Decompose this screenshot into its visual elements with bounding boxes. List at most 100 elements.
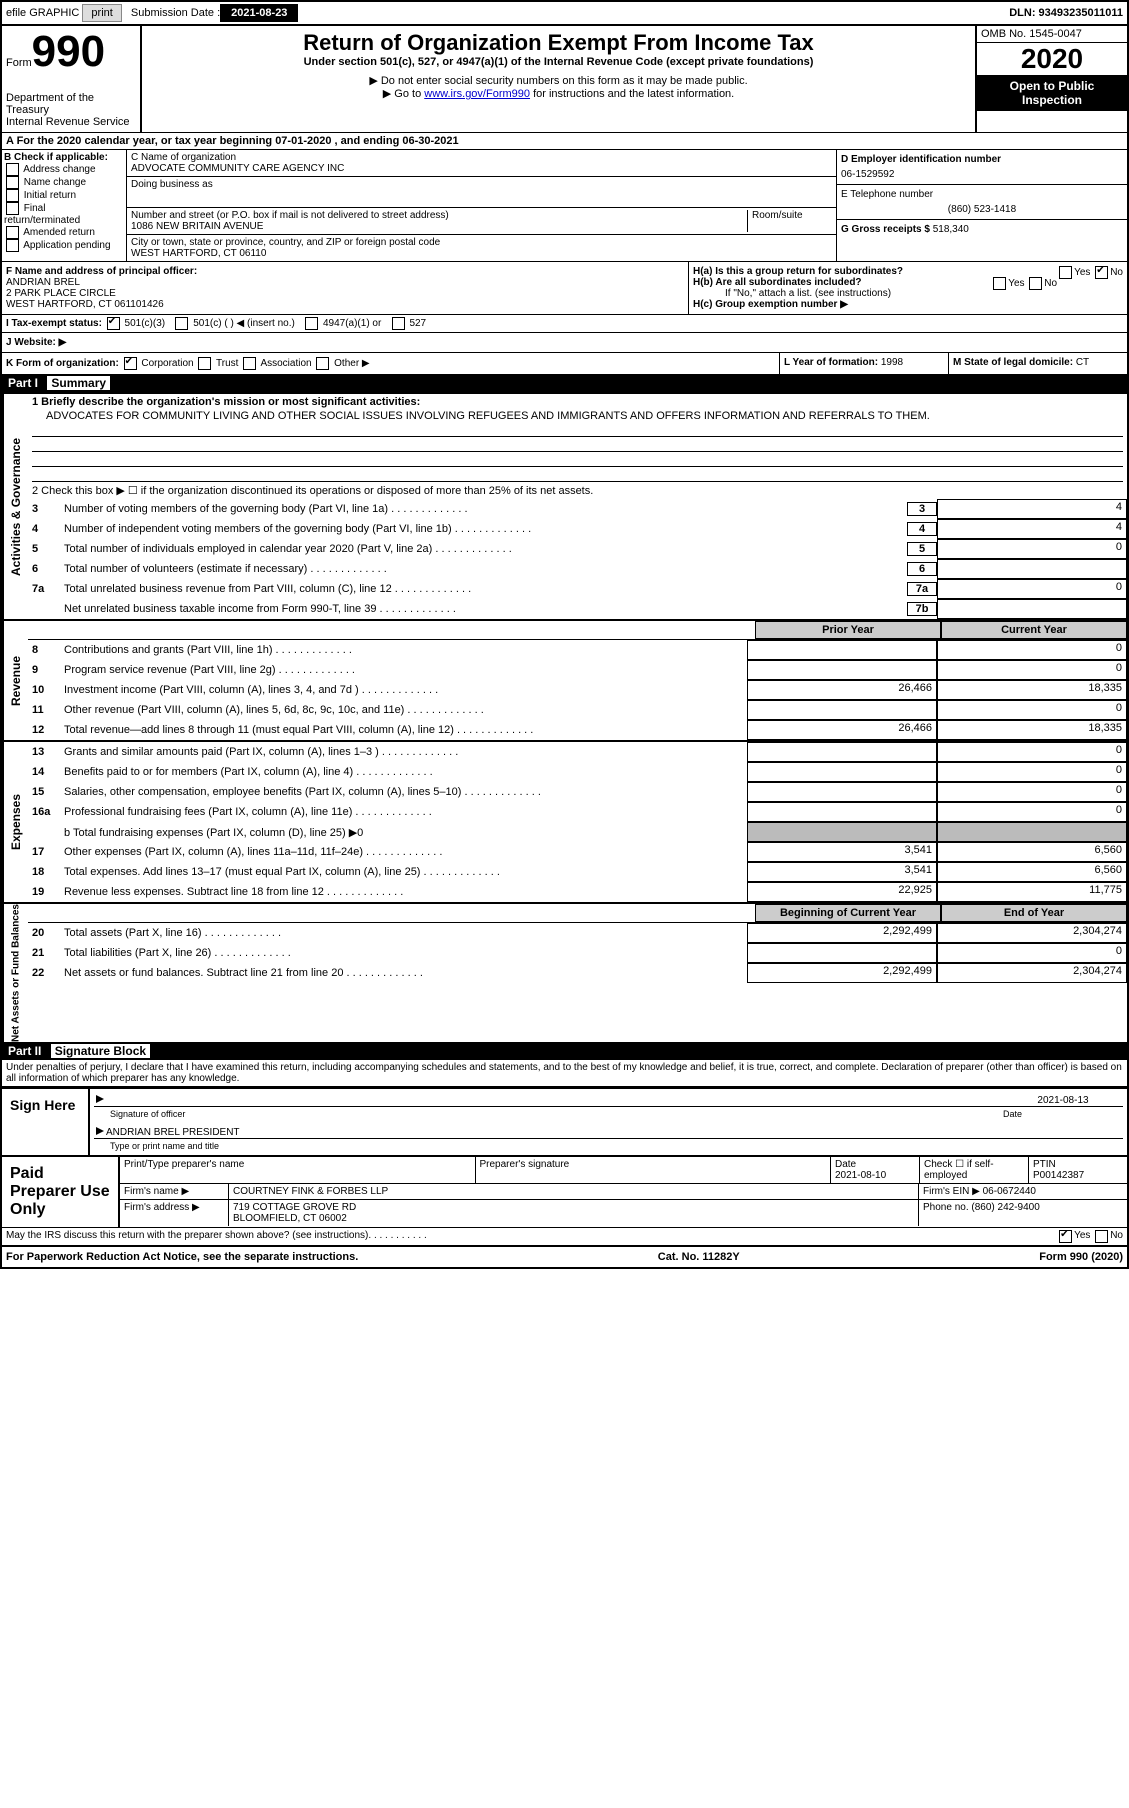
submission-label: Submission Date : (131, 7, 220, 19)
part1-header: Part I Summary (2, 374, 1127, 392)
table-row: 21Total liabilities (Part X, line 26) . … (28, 943, 1127, 963)
address: 1086 NEW BRITAIN AVENUE (131, 221, 263, 232)
firm-addr1: 719 COTTAGE GROVE RD (233, 1202, 356, 1213)
footer-center: Cat. No. 11282Y (658, 1251, 740, 1263)
irs-link[interactable]: www.irs.gov/Form990 (424, 88, 530, 100)
paid-h4: Check ☐ if self-employed (920, 1157, 1029, 1183)
dba-label: Doing business as (131, 179, 213, 190)
discuss-yes-chk[interactable] (1059, 1230, 1072, 1243)
section-b-through-g: B Check if applicable: Address change Na… (2, 149, 1127, 261)
hb-yes[interactable] (993, 277, 1006, 290)
submission-date[interactable]: 2021-08-23 (220, 4, 298, 22)
city-label: City or town, state or province, country… (131, 237, 440, 248)
hb-label: H(b) Are all subordinates included? (693, 277, 862, 288)
firm-addr-label: Firm's address ▶ (120, 1200, 229, 1226)
firm-name: COURTNEY FINK & FORBES LLP (229, 1184, 919, 1199)
k-trust[interactable] (198, 357, 211, 370)
i-label: I Tax-exempt status: (6, 318, 102, 329)
q1: 1 Briefly describe the organization's mi… (32, 396, 420, 408)
sign-here-label: Sign Here (2, 1089, 90, 1155)
side-net: Net Assets or Fund Balances (2, 904, 28, 1042)
goto-post: for instructions and the latest informat… (530, 88, 734, 100)
officer-name: ANDRIAN BREL (6, 277, 684, 288)
table-row: 9Program service revenue (Part VIII, lin… (28, 660, 1127, 680)
ha-yes[interactable] (1059, 266, 1072, 279)
top-bar: efile GRAPHIC print Submission Date : 20… (0, 0, 1129, 26)
org-name: ADVOCATE COMMUNITY CARE AGENCY INC (131, 163, 344, 174)
paid-h1: Print/Type preparer's name (120, 1157, 476, 1183)
efile-label: efile GRAPHIC (6, 7, 79, 19)
table-row: 8Contributions and grants (Part VIII, li… (28, 640, 1127, 660)
f-label: F Name and address of principal officer: (6, 266, 684, 277)
side-expenses: Expenses (2, 742, 28, 902)
hb-no[interactable] (1029, 277, 1042, 290)
chk-initial[interactable] (6, 189, 19, 202)
k-corp[interactable] (124, 357, 137, 370)
officer-addr2: WEST HARTFORD, CT 061101426 (6, 299, 684, 310)
paid-label: Paid Preparer Use Only (2, 1157, 120, 1227)
form-title: Return of Organization Exempt From Incom… (146, 30, 971, 56)
line-16b: b Total fundraising expenses (Part IX, c… (60, 825, 747, 840)
sig-name-label: Type or print name and title (94, 1141, 1123, 1151)
discuss-q: May the IRS discuss this return with the… (6, 1230, 368, 1243)
subtitle-1: Under section 501(c), 527, or 4947(a)(1)… (146, 56, 971, 68)
row-a: A For the 2020 calendar year, or tax yea… (2, 132, 1127, 149)
table-row: 15Salaries, other compensation, employee… (28, 782, 1127, 802)
sig-date: 2021-08-13 (1003, 1095, 1123, 1106)
b-label: B Check if applicable: (4, 152, 124, 163)
paid-date: 2021-08-10 (835, 1170, 886, 1181)
gross: 518,340 (933, 224, 969, 235)
firm-phone-label: Phone no. (923, 1202, 969, 1213)
chk-address[interactable] (6, 163, 19, 176)
chk-pending[interactable] (6, 239, 19, 252)
firm-label: Firm's name ▶ (120, 1184, 229, 1199)
officer-addr1: 2 PARK PLACE CIRCLE (6, 288, 684, 299)
i-501c[interactable] (175, 317, 188, 330)
tax-year: 2020 (977, 43, 1127, 75)
paid-h5: PTIN (1033, 1159, 1056, 1170)
chk-amended[interactable] (6, 226, 19, 239)
table-row: 10Investment income (Part VIII, column (… (28, 680, 1127, 700)
table-row: 20Total assets (Part X, line 16) . . . .… (28, 923, 1127, 943)
table-row: 22Net assets or fund balances. Subtract … (28, 963, 1127, 983)
table-row: 16aProfessional fundraising fees (Part I… (28, 802, 1127, 822)
i-501c3[interactable] (107, 317, 120, 330)
discuss-no-chk[interactable] (1095, 1230, 1108, 1243)
i-527[interactable] (392, 317, 405, 330)
i-4947[interactable] (305, 317, 318, 330)
phone: (860) 523-1418 (841, 204, 1123, 215)
arrow-icon (96, 1095, 104, 1103)
chk-name[interactable] (6, 176, 19, 189)
form-label: Form (6, 57, 32, 69)
q2: 2 Check this box ▶ ☐ if the organization… (28, 482, 1127, 499)
table-row: 19Revenue less expenses. Subtract line 1… (28, 882, 1127, 902)
firm-ein-label: Firm's EIN ▶ (923, 1186, 980, 1197)
omb-number: OMB No. 1545-0047 (977, 26, 1127, 43)
chk-final[interactable] (6, 202, 19, 215)
table-row: 6Total number of volunteers (estimate if… (28, 559, 1127, 579)
k-assoc[interactable] (243, 357, 256, 370)
table-row: 13Grants and similar amounts paid (Part … (28, 742, 1127, 762)
table-row: 14Benefits paid to or for members (Part … (28, 762, 1127, 782)
l-label: L Year of formation: (784, 357, 878, 368)
side-activities: Activities & Governance (2, 394, 28, 619)
room-label: Room/suite (747, 210, 832, 232)
table-row: Net unrelated business taxable income fr… (28, 599, 1127, 619)
table-row: 4Number of independent voting members of… (28, 519, 1127, 539)
subtitle-2: ▶ Do not enter social security numbers o… (146, 74, 971, 87)
ein: 06-1529592 (841, 169, 1123, 180)
arrow-icon (96, 1127, 104, 1135)
k-other[interactable] (316, 357, 329, 370)
footer-left: For Paperwork Reduction Act Notice, see … (6, 1251, 358, 1263)
hdr-prior: Prior Year (755, 621, 941, 639)
hdr-end: End of Year (941, 904, 1127, 922)
city: WEST HARTFORD, CT 06110 (131, 248, 266, 259)
print-button[interactable]: print (82, 4, 121, 22)
phone-label: E Telephone number (841, 189, 1123, 200)
ha-label: H(a) Is this a group return for subordin… (693, 266, 903, 277)
sig-name: ANDRIAN BREL PRESIDENT (106, 1127, 240, 1138)
table-row: 7aTotal unrelated business revenue from … (28, 579, 1127, 599)
form-number: 990 (32, 27, 105, 76)
ha-no[interactable] (1095, 266, 1108, 279)
firm-ein: 06-0672440 (983, 1186, 1036, 1197)
